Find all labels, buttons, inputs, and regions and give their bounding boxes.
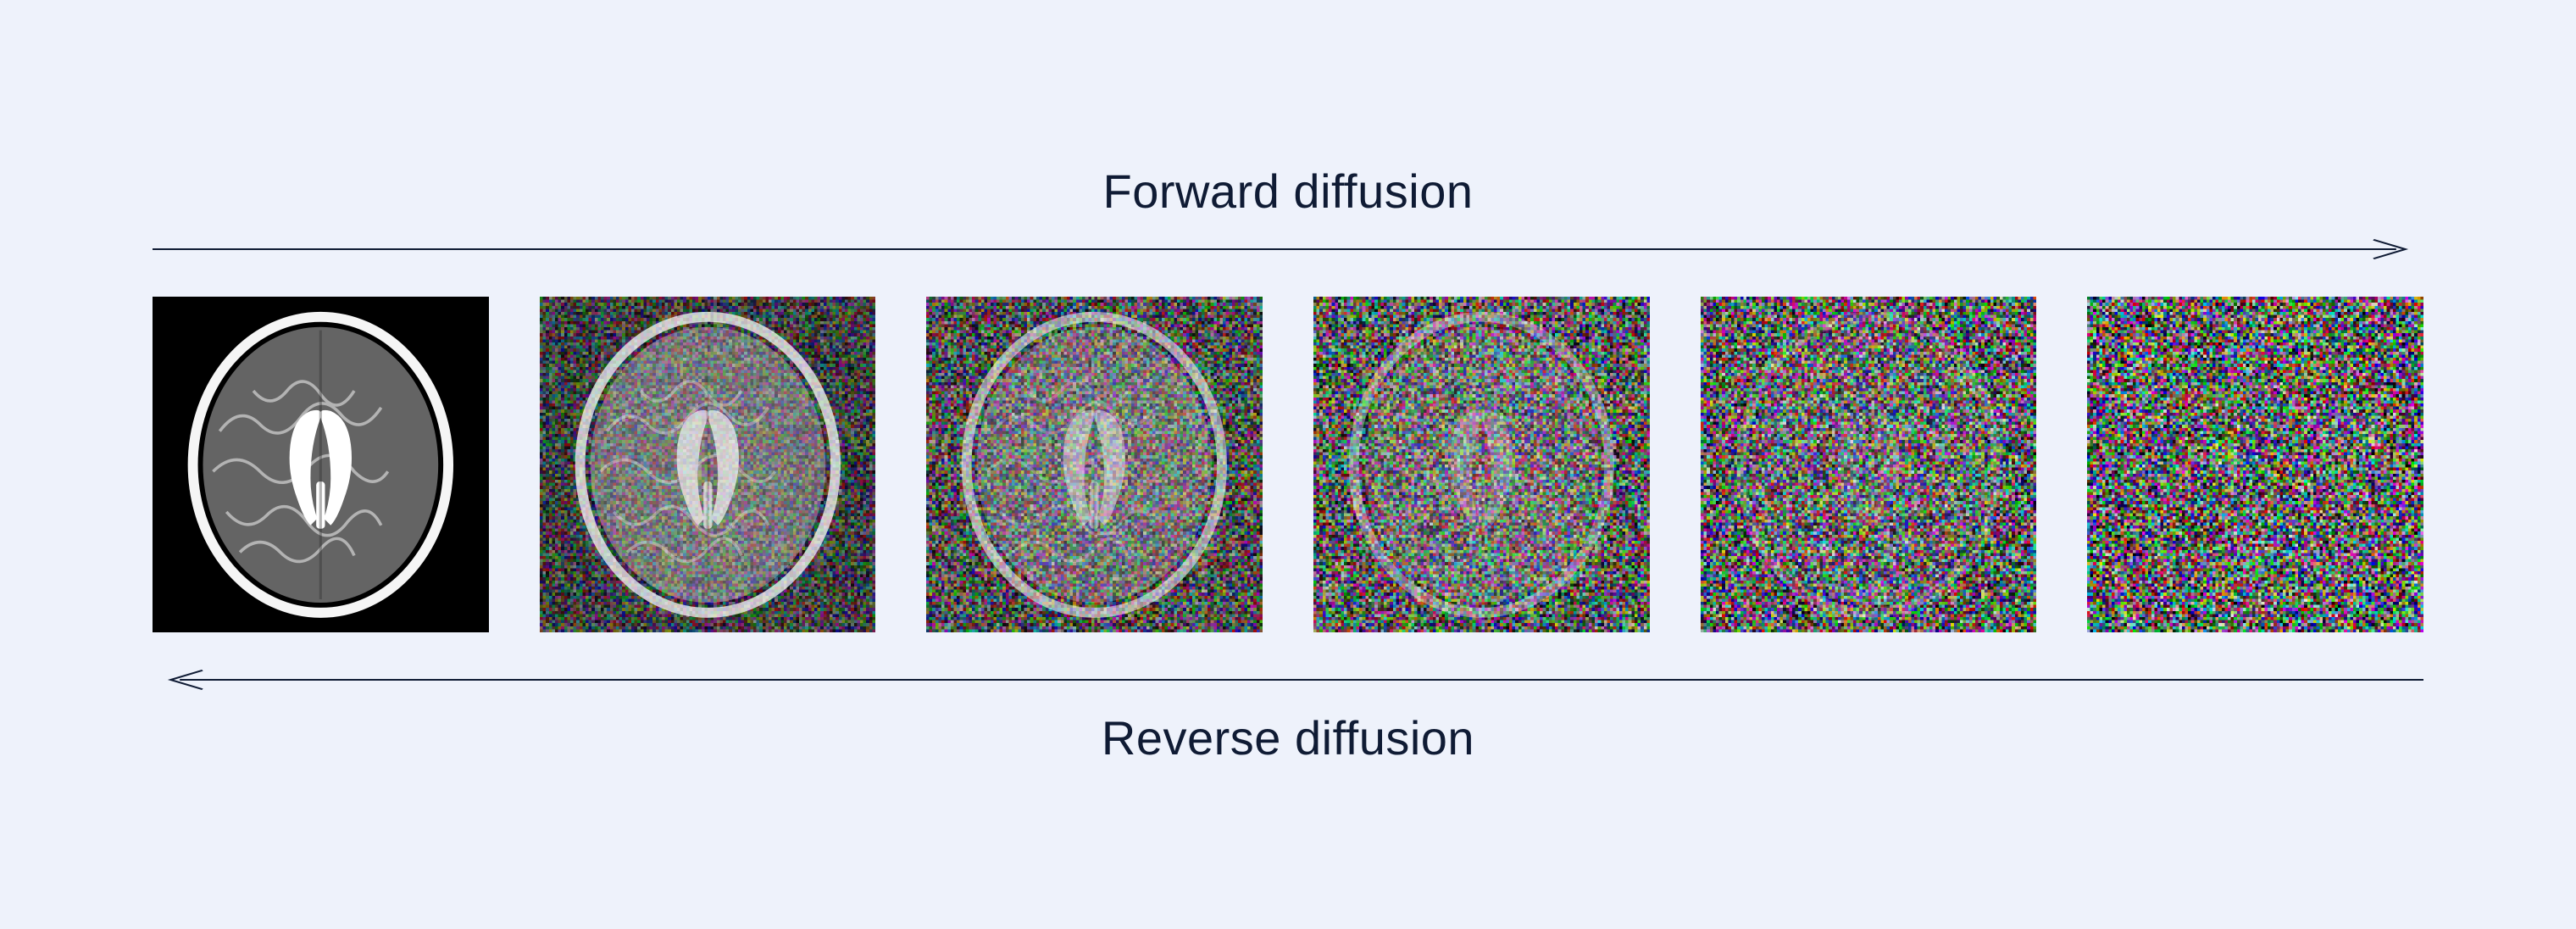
forward-arrow (153, 236, 2423, 263)
reverse-arrow (153, 666, 2423, 693)
reverse-diffusion-label: Reverse diffusion (153, 710, 2423, 765)
diffusion-steps-row (153, 297, 2423, 633)
forward-diffusion-label: Forward diffusion (153, 164, 2423, 219)
diffusion-diagram: Forward diffusion (102, 79, 2474, 851)
diffusion-step-5 (2087, 297, 2423, 633)
diffusion-step-3 (1313, 297, 1650, 633)
diffusion-step-2 (926, 297, 1263, 633)
diffusion-step-4 (1701, 297, 2037, 633)
diffusion-step-1 (540, 297, 876, 633)
diffusion-step-0 (153, 297, 489, 633)
